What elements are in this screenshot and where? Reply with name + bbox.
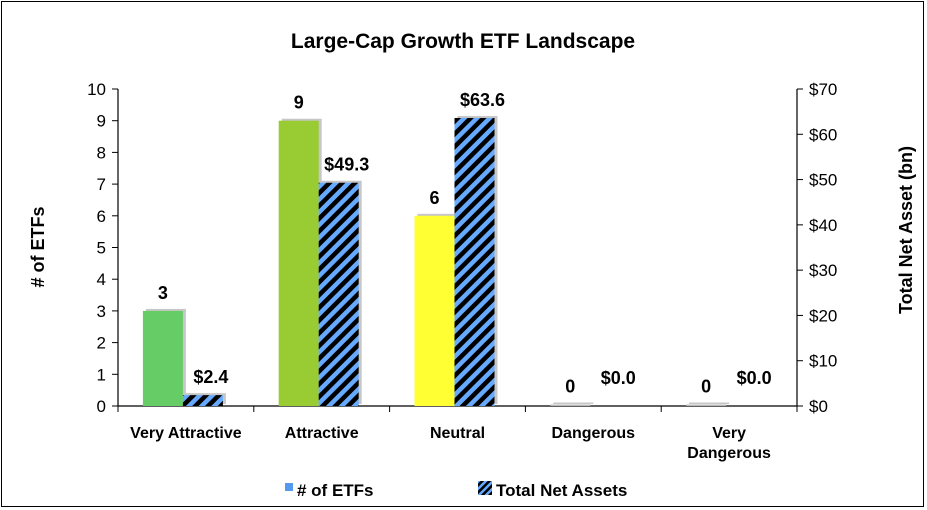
y-tick-label-left: 7 xyxy=(97,175,106,194)
bar-net-assets xyxy=(318,182,359,406)
x-category-label: Dangerous xyxy=(552,425,636,442)
bar-shadow xyxy=(553,402,594,404)
data-label-net-assets: $0.0 xyxy=(601,368,636,388)
bar-etf-count xyxy=(686,404,727,406)
bar-etf-count xyxy=(142,310,183,406)
x-category-label: Very Attractive xyxy=(130,425,242,442)
y-tick-label-left: 5 xyxy=(97,239,106,258)
y-axis-title-left: # of ETFs xyxy=(28,206,48,287)
x-category-label: Very xyxy=(712,425,746,442)
legend-label-net-assets: Total Net Assets xyxy=(496,481,627,500)
y-tick-label-right: $50 xyxy=(809,171,837,190)
y-tick-label-right: $30 xyxy=(809,261,837,280)
x-category-label: Attractive xyxy=(285,425,359,442)
y-tick-label-right: $70 xyxy=(809,80,837,99)
y-tick-label-left: 2 xyxy=(97,334,106,353)
data-label-etf-count: 0 xyxy=(565,377,575,397)
y-tick-label-left: 9 xyxy=(97,112,106,131)
y-axis-title-right: Total Net Asset (bn) xyxy=(896,146,916,314)
bar-net-assets xyxy=(454,117,495,407)
y-tick-label-right: $0 xyxy=(809,397,828,416)
bar-net-assets xyxy=(182,395,223,406)
y-tick-label-left: 1 xyxy=(97,365,106,384)
legend-swatch-etfs xyxy=(285,483,293,491)
x-category-label: Dangerous xyxy=(687,445,771,462)
bar-etf-count xyxy=(414,215,455,406)
data-label-net-assets: $63.6 xyxy=(460,90,505,110)
chart-title: Large-Cap Growth ETF Landscape xyxy=(291,30,635,53)
y-tick-label-left: 0 xyxy=(97,397,106,416)
x-category-label: Neutral xyxy=(430,425,485,442)
data-label-net-assets: $0.0 xyxy=(737,368,772,388)
data-label-etf-count: 0 xyxy=(701,377,711,397)
data-label-etf-count: 9 xyxy=(294,93,304,113)
bar-shadow xyxy=(689,402,730,404)
data-label-net-assets: $49.3 xyxy=(324,155,369,175)
bar-etf-count xyxy=(550,404,591,406)
legend-swatch-net-assets xyxy=(478,481,492,495)
legend: # of ETFs Total Net Assets xyxy=(285,481,627,500)
y-tick-label-left: 6 xyxy=(97,207,106,226)
y-tick-label-left: 4 xyxy=(97,270,106,289)
y-tick-label-right: $40 xyxy=(809,216,837,235)
y-tick-label-right: $10 xyxy=(809,352,837,371)
legend-label-etfs: # of ETFs xyxy=(297,481,374,500)
data-label-net-assets: $2.4 xyxy=(193,367,228,387)
y-tick-label-left: 8 xyxy=(97,143,106,162)
y-tick-label-left: 10 xyxy=(87,80,106,99)
y-tick-label-left: 3 xyxy=(97,302,106,321)
data-label-etf-count: 6 xyxy=(429,188,439,208)
bar-etf-count xyxy=(278,120,319,406)
y-tick-label-right: $20 xyxy=(809,306,837,325)
plot-area: 0 1 2 3 4 5 6 7 8 9 10 $0 $10 $20 $30 $40 $50 $60 $70 3 $2.4… xyxy=(87,80,837,462)
y-tick-label-right: $60 xyxy=(809,125,837,144)
data-label-etf-count: 3 xyxy=(158,283,168,303)
